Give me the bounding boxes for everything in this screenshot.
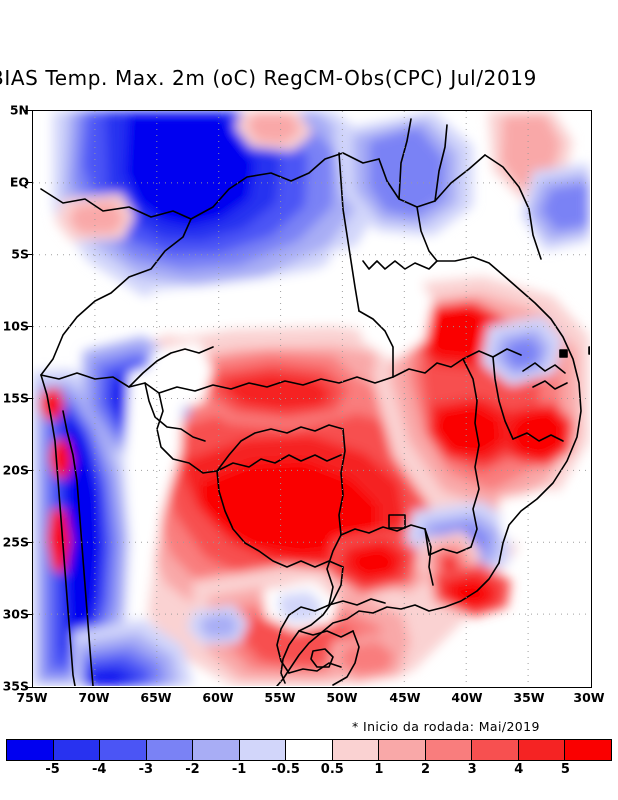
x-tick-65w: 65W xyxy=(140,690,172,705)
y-tickmark xyxy=(25,613,32,615)
y-tickmark xyxy=(25,181,32,183)
colorbar-tick-5: -0.5 xyxy=(271,762,300,777)
x-tick-30w: 30W xyxy=(573,690,605,705)
x-tick-40w: 40W xyxy=(451,690,483,705)
colorbar-segment-4 xyxy=(193,740,240,760)
colorbar-tick-10: 4 xyxy=(514,762,524,777)
y-tick-10s: 10S xyxy=(2,318,29,334)
y-tickmark xyxy=(25,686,32,688)
colorbar-segment-6 xyxy=(286,740,333,760)
colorbar-tick-6: 0.5 xyxy=(320,762,344,777)
colorbar-tick-1: -4 xyxy=(91,762,107,777)
colorbar-segment-5 xyxy=(239,740,287,760)
x-tick-45w: 45W xyxy=(389,690,421,705)
colorbar-labels: -5 -4 -3 -2 -1 -0.5 0.5 1 2 3 4 5 xyxy=(0,762,618,782)
y-axis-ticks: 5N EQ 5S 10S 15S 20S 25S 30S 35S xyxy=(0,0,32,800)
colorbar-tick-8: 2 xyxy=(421,762,431,777)
x-axis-ticks: 75W 70W 65W 60W 55W 50W 45W 40W 35W 30W xyxy=(0,688,618,712)
y-tick-15s: 15S xyxy=(2,390,29,406)
y-tickmark xyxy=(25,253,32,255)
y-tick-5s: 5S xyxy=(11,246,29,262)
colorbar-segment-7 xyxy=(332,740,380,760)
bias-heatmap xyxy=(33,111,590,686)
colorbar-tick-9: 3 xyxy=(467,762,477,777)
colorbar-segment-8 xyxy=(379,740,426,760)
map-plot-area xyxy=(32,110,592,688)
y-tickmark xyxy=(25,397,32,399)
chart-title: BIAS Temp. Max. 2m (oC) RegCM-Obs(CPC) J… xyxy=(0,66,537,90)
colorbar-tick-2: -3 xyxy=(138,762,154,777)
colorbar-segment-3 xyxy=(146,740,194,760)
x-tick-35w: 35W xyxy=(513,690,545,705)
colorbar-segment-0 xyxy=(7,740,54,760)
y-tick-30s: 30S xyxy=(2,606,29,622)
y-tickmark xyxy=(25,541,32,543)
colorbar-tick-0: -5 xyxy=(45,762,60,777)
colorbar-segment-12 xyxy=(565,740,611,760)
y-tick-20s: 20S xyxy=(2,462,29,478)
y-tick-5n: 5N xyxy=(9,102,29,118)
y-tick-eq: EQ xyxy=(9,174,29,190)
y-tick-25s: 25S xyxy=(2,534,29,550)
colorbar-segment-10 xyxy=(472,740,519,760)
y-tick-35s: 35S xyxy=(2,678,29,694)
colorbar-segment-11 xyxy=(518,740,566,760)
colorbar-tick-4: -1 xyxy=(231,762,247,777)
colorbar-segment-1 xyxy=(53,740,101,760)
x-tick-55w: 55W xyxy=(264,690,296,705)
x-tick-70w: 70W xyxy=(78,690,110,705)
colorbar xyxy=(6,739,612,761)
run-start-note: * Inicio da rodada: Mai/2019 xyxy=(352,719,540,734)
x-tick-75w: 75W xyxy=(16,690,48,705)
colorbar-segment-2 xyxy=(100,740,147,760)
x-tick-60w: 60W xyxy=(202,690,234,705)
x-tick-50w: 50W xyxy=(326,690,358,705)
colorbar-tick-7: 1 xyxy=(374,762,384,777)
country-borders xyxy=(40,118,590,686)
colorbar-segment-9 xyxy=(425,740,473,760)
y-tickmark xyxy=(25,325,32,327)
y-tickmark xyxy=(25,109,32,111)
y-tickmark xyxy=(25,469,32,471)
colorbar-tick-3: -2 xyxy=(185,762,200,777)
colorbar-tick-11: 5 xyxy=(560,762,570,777)
